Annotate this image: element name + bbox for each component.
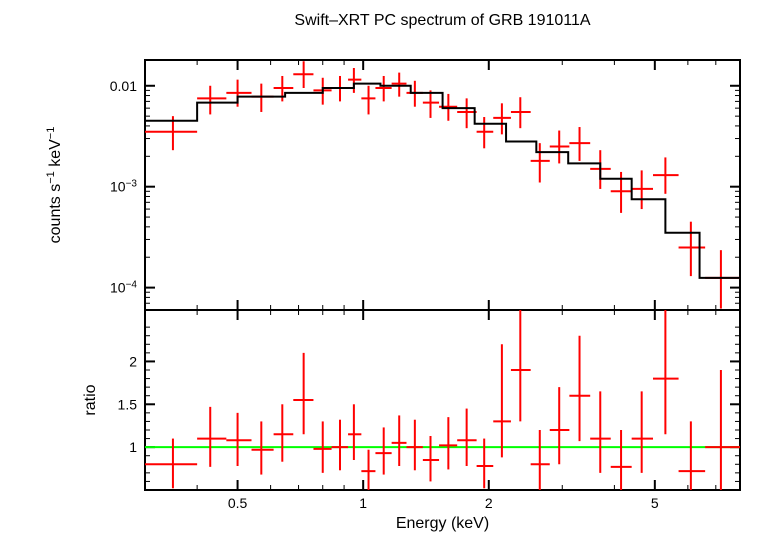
y-lower-axis-label: ratio [82,384,99,415]
x-tick-label: 2 [485,495,493,511]
chart-title: Swift–XRT PC spectrum of GRB 191011A [294,12,590,29]
y-lower-tick-label: 1.5 [118,396,138,412]
x-tick-label: 5 [651,495,659,511]
x-axis-label: Energy (keV) [396,515,489,532]
y-lower-tick-label: 2 [129,353,137,369]
y-upper-tick-label: 0.01 [110,78,137,94]
y-upper-axis-label: counts s−1 keV−1 [45,127,64,244]
x-tick-label: 1 [359,495,367,511]
y-lower-tick-label: 1 [129,439,137,455]
x-tick-label: 0.5 [228,495,248,511]
plot-svg: Swift–XRT PC spectrum of GRB 191011A 0.5 1… [0,0,758,556]
chart-container: Swift–XRT PC spectrum of GRB 191011A 0.5 1… [0,0,758,556]
